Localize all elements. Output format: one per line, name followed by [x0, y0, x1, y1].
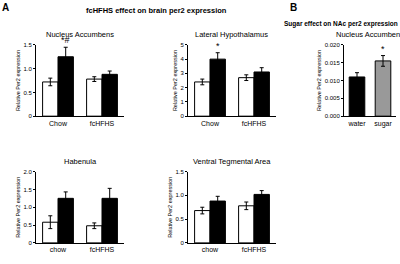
- svg-text:Ventral Tegmental Area: Ventral Tegmental Area: [193, 157, 271, 166]
- svg-text:*: *: [381, 44, 385, 54]
- svg-text:Chow: Chow: [49, 120, 68, 127]
- svg-text:1.0: 1.0: [23, 66, 32, 72]
- svg-text:fcHFHS: fcHFHS: [90, 120, 115, 127]
- svg-text:*: *: [216, 41, 220, 51]
- svg-text:0.015: 0.015: [325, 60, 341, 66]
- svg-text:0: 0: [180, 113, 184, 119]
- svg-text:fcHFHS: fcHFHS: [90, 246, 115, 253]
- svg-text:2.0: 2.0: [23, 169, 32, 175]
- svg-text:0.010: 0.010: [325, 78, 341, 84]
- svg-text:0.005: 0.005: [325, 95, 341, 101]
- svg-text:1.5: 1.5: [23, 187, 32, 193]
- svg-text:0: 0: [28, 113, 32, 119]
- svg-text:1.0: 1.0: [175, 192, 184, 198]
- svg-text:Relative Per2 expression: Relative Per2 expression: [316, 50, 322, 111]
- svg-text:0.5: 0.5: [175, 216, 184, 222]
- svg-text:0: 0: [180, 240, 184, 246]
- svg-text:Relative Per2 expression: Relative Per2 expression: [15, 50, 21, 111]
- svg-text:Nucleus Accumbens: Nucleus Accumbens: [46, 30, 114, 39]
- svg-text:*#: *#: [61, 35, 70, 45]
- svg-text:Nucleus Accumbens: Nucleus Accumbens: [336, 30, 400, 39]
- svg-text:Chow: Chow: [201, 120, 220, 127]
- svg-text:Habenula: Habenula: [64, 157, 97, 166]
- svg-text:water: water: [347, 120, 366, 127]
- svg-text:Relative Per2 expression: Relative Per2 expression: [15, 177, 21, 238]
- svg-text:chow: chow: [50, 246, 67, 253]
- svg-text:0.5: 0.5: [23, 90, 32, 96]
- svg-text:fcHFHS: fcHFHS: [242, 246, 267, 253]
- svg-text:1.0: 1.0: [23, 204, 32, 210]
- svg-text:chow: chow: [202, 246, 219, 253]
- svg-text:0.020: 0.020: [325, 42, 341, 48]
- svg-text:B: B: [290, 2, 297, 13]
- svg-text:fcHFHS effect on brain per2 ex: fcHFHS effect on brain per2 expression: [86, 6, 227, 15]
- svg-text:3: 3: [180, 70, 184, 76]
- svg-text:0.5: 0.5: [23, 222, 32, 228]
- svg-text:1.5: 1.5: [23, 42, 32, 48]
- svg-text:2: 2: [180, 85, 184, 91]
- svg-text:4: 4: [180, 56, 184, 62]
- svg-text:1: 1: [180, 99, 184, 105]
- svg-text:Relative Per2 expression: Relative Per2 expression: [172, 50, 178, 111]
- svg-text:Sugar effect on NAc per2 expre: Sugar effect on NAc per2 expression: [284, 20, 398, 28]
- svg-text:0.000: 0.000: [325, 113, 341, 119]
- svg-text:5: 5: [180, 42, 184, 48]
- svg-text:fcHFHS: fcHFHS: [242, 120, 267, 127]
- svg-text:0: 0: [28, 240, 32, 246]
- svg-text:A: A: [2, 2, 9, 13]
- svg-text:Relative Per2 expression: Relative Per2 expression: [167, 177, 173, 238]
- svg-text:Lateral Hypothalamus: Lateral Hypothalamus: [195, 30, 268, 39]
- svg-text:sugar: sugar: [374, 120, 392, 128]
- svg-text:1.5: 1.5: [175, 169, 184, 175]
